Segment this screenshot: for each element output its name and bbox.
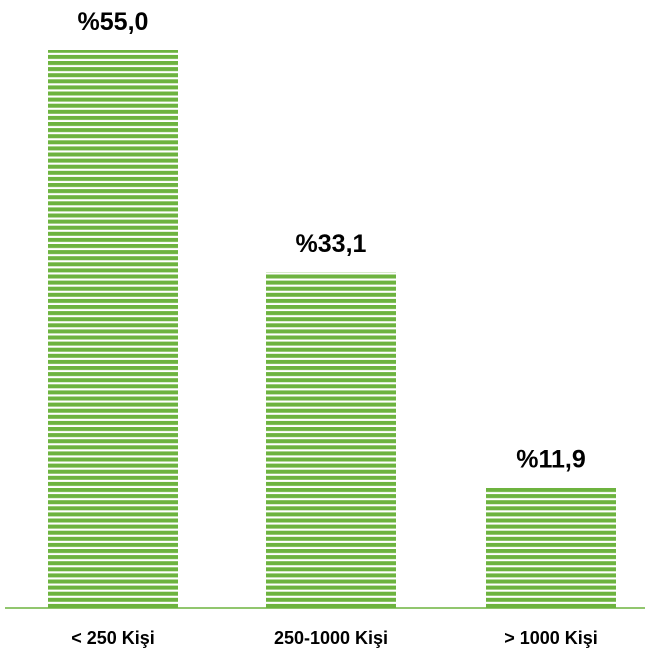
bar-value-label-3: %11,9	[516, 445, 586, 473]
bars-layer	[48, 50, 616, 608]
category-label-2: 250-1000 Kişi	[274, 628, 388, 648]
category-label-3: > 1000 Kişi	[504, 628, 598, 648]
bar-value-label-1: %55,0	[78, 8, 149, 36]
labels-layer: %55,0 < 250 Kişi %33,1 250-1000 Kişi %11,9 > …	[71, 8, 598, 648]
bar-value-label-2: %33,1	[296, 230, 367, 258]
bar-1	[48, 50, 178, 608]
bar-3	[486, 487, 616, 608]
category-label-1: < 250 Kişi	[71, 628, 155, 648]
bar-2	[266, 272, 396, 608]
